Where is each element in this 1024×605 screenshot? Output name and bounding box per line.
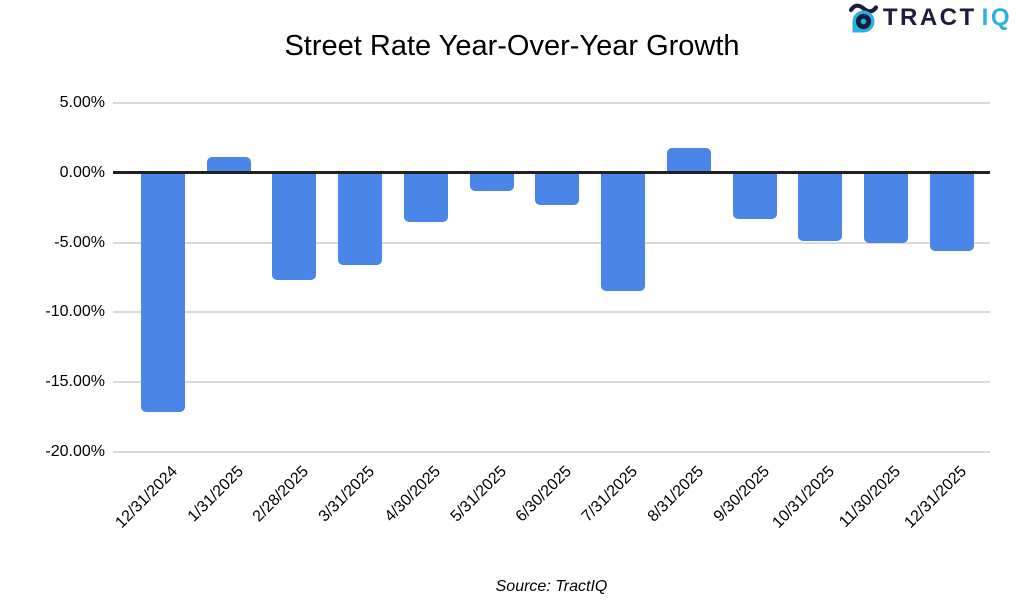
- bar-11/30/2025: [864, 172, 909, 243]
- bar-7/31/2025: [601, 172, 646, 292]
- gridline: [113, 451, 990, 453]
- y-tick-label: -5.00%: [54, 233, 105, 251]
- bar-3/31/2025: [338, 172, 383, 265]
- tractiq-mark-icon: [848, 2, 879, 33]
- source-note: Source: TractIQ: [495, 578, 608, 595]
- y-tick-label: -15.00%: [45, 373, 105, 391]
- bar-4/30/2025: [403, 172, 448, 222]
- bar-5/31/2025: [469, 172, 514, 191]
- gridline: [113, 311, 990, 314]
- bar-1/31/2025: [206, 157, 251, 173]
- brand-text-tract: TRACT: [882, 3, 977, 31]
- bar-12/31/2024: [140, 172, 185, 412]
- plot-area: [113, 102, 990, 453]
- y-tick-label: 5.00%: [59, 94, 105, 111]
- y-tick-label: 0.00%: [59, 163, 105, 181]
- tractiq-logo: TRACT IQ: [848, 2, 1012, 33]
- chart-title: Street Rate Year-Over-Year Growth: [284, 30, 740, 62]
- bar-9/30/2025: [732, 172, 777, 219]
- gridline: [113, 381, 990, 384]
- gridline: [113, 241, 990, 244]
- bar-8/31/2025: [666, 147, 711, 173]
- bar-2/28/2025: [272, 172, 317, 281]
- bar-12/31/2025: [929, 172, 974, 251]
- y-tick-label: -10.00%: [45, 303, 105, 321]
- zero-axis-line: [113, 171, 990, 175]
- bar-10/31/2025: [798, 172, 843, 242]
- gridline: [113, 102, 990, 104]
- bar-6/30/2025: [535, 172, 580, 205]
- y-tick-label: -20.00%: [45, 443, 105, 460]
- brand-text-iq: IQ: [981, 3, 1012, 31]
